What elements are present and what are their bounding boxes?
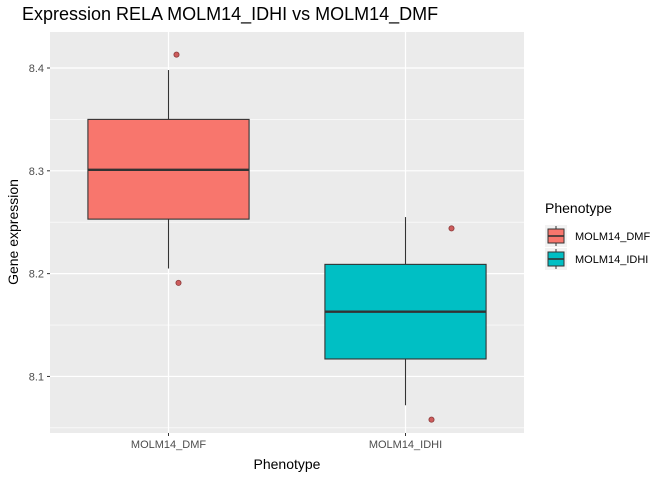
- y-axis-title: Gene expression: [5, 179, 21, 285]
- legend-label: MOLM14_DMF: [575, 231, 650, 243]
- y-tick-label: 8.2: [29, 269, 44, 281]
- legend-label: MOLM14_IDHI: [575, 254, 648, 266]
- axes: 8.1 8.2 8.3 8.4 MOLM14_DMF MOLM14_IDHI: [29, 63, 442, 451]
- y-tick-label: 8.1: [29, 371, 44, 383]
- legend-item: MOLM14_DMF: [545, 225, 650, 247]
- legend-title: Phenotype: [545, 200, 612, 216]
- y-tick-label: 8.3: [29, 166, 44, 178]
- outlier-point: [428, 416, 435, 423]
- x-axis-title: Phenotype: [254, 456, 321, 472]
- legend: Phenotype MOLM14_DMF MOLM14_IDHI: [545, 200, 650, 270]
- outlier-point: [175, 279, 182, 286]
- chart-title: Expression RELA MOLM14_IDHI vs MOLM14_DM…: [22, 4, 438, 25]
- x-tick-label: MOLM14_IDHI: [369, 439, 442, 451]
- outlier-point: [448, 225, 455, 232]
- outlier-point: [173, 51, 180, 58]
- plot-panel: [50, 32, 524, 433]
- legend-item: MOLM14_IDHI: [545, 248, 648, 270]
- x-tick-label: MOLM14_DMF: [131, 439, 206, 451]
- outlier-points: [173, 51, 455, 423]
- boxes: [87, 70, 487, 406]
- box-MOLM14_IDHI: [324, 217, 487, 406]
- box-MOLM14_DMF: [87, 70, 250, 269]
- y-tick-label: 8.4: [29, 63, 44, 75]
